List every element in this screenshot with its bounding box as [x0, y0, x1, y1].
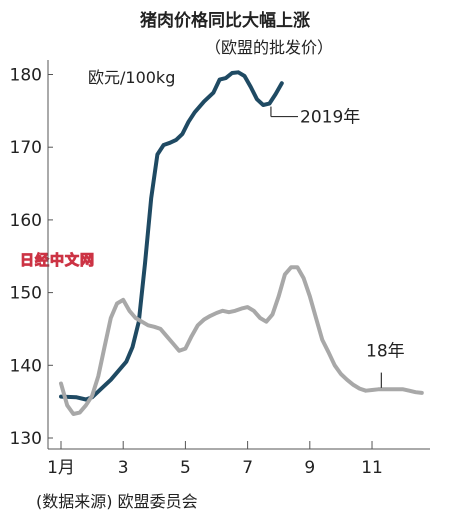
- chart-title: 猪肉价格同比大幅上涨: [140, 11, 310, 31]
- y-tick-label: 150: [10, 284, 42, 304]
- watermark: 日经中文网: [20, 253, 95, 270]
- y-axis-unit-label: 欧元/100kg: [88, 68, 176, 87]
- y-tick-label: 170: [10, 138, 42, 158]
- y-tick-label: 160: [10, 211, 42, 231]
- chart-subtitle: （欧盟的批发价）: [205, 38, 334, 57]
- x-tick-label: 1月: [47, 458, 75, 478]
- y-tick-label: 180: [10, 66, 42, 86]
- y-tick-label: 140: [10, 356, 42, 376]
- x-tick-label: 9: [304, 458, 315, 478]
- source-note: (数据来源) 欧盟委员会: [36, 492, 198, 511]
- y-tick-label: 130: [10, 429, 42, 449]
- series-label-2018: 18年: [366, 342, 405, 362]
- series-line-2018: [59, 265, 424, 416]
- x-tick-label: 7: [242, 458, 253, 478]
- series-line-2019: [59, 70, 284, 402]
- x-tick-label: 11: [361, 458, 383, 478]
- x-tick-label: 3: [118, 458, 129, 478]
- series-label-2019: 2019年: [300, 108, 360, 128]
- x-tick-label: 5: [180, 458, 191, 478]
